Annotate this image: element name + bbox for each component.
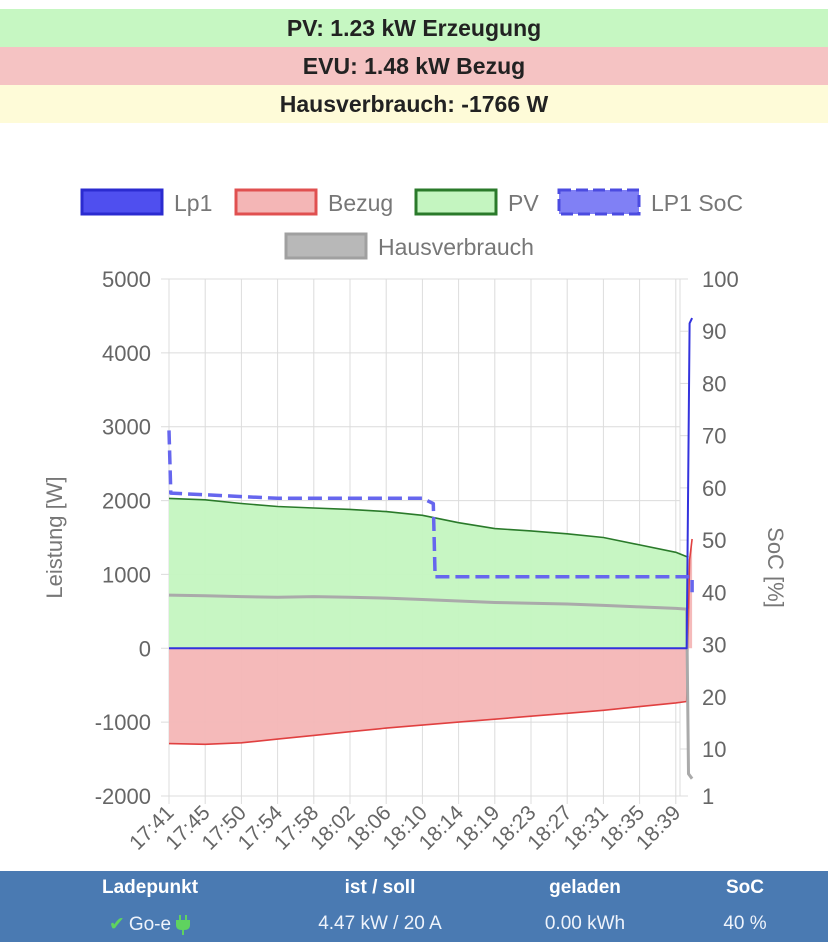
y2-tick-label: 40 — [702, 580, 726, 605]
legend-swatch-soc — [557, 188, 641, 216]
y-tick-label: 0 — [139, 636, 151, 661]
ladepunkt-name: Go-e — [128, 914, 172, 935]
charge-point-footer: Ladepunkt ist / soll geladen SoC ✔ Go-e 4… — [0, 871, 828, 942]
y2-axis-title: SoC [%] — [763, 527, 788, 608]
legend-label-bezug: Bezug — [328, 190, 393, 216]
y2-tick-label: 30 — [702, 633, 726, 658]
y-tick-label: 1000 — [102, 562, 151, 587]
geladen-value: 0.00 kWh — [544, 913, 626, 934]
header-soc: SoC — [726, 877, 764, 898]
ist-soll-value: 4.47 kW / 20 A — [318, 913, 442, 934]
series-line-lp1 — [169, 317, 694, 650]
pv-summary-text: PV: 1.23 kW Erzeugung — [286, 14, 542, 41]
house-summary-bar: Hausverbrauch: -1766 W — [0, 85, 828, 123]
legend-label-lp1: Lp1 — [174, 190, 212, 216]
legend-swatch-bezug — [234, 188, 318, 216]
y-axis-title: Leistung [W] — [42, 476, 67, 598]
y-tick-label: 5000 — [102, 267, 151, 292]
y-tick-label: 2000 — [102, 489, 151, 514]
y2-tick-label: 10 — [702, 737, 726, 762]
ladepunkt-cell[interactable]: ✔ Go-e — [60, 913, 240, 936]
legend-swatch-pv — [414, 188, 498, 216]
check-icon: ✔ — [108, 914, 125, 935]
evu-summary-bar: EVU: 1.48 kW Bezug — [0, 47, 828, 85]
legend-label-soc: LP1 SoC — [651, 190, 743, 216]
y-tick-label: 3000 — [102, 415, 151, 440]
y-tick-label: -1000 — [95, 710, 151, 735]
series-area-bezug — [169, 539, 693, 745]
legend-label-haus: Hausverbrauch — [378, 234, 534, 260]
soc-value: 40 % — [723, 913, 767, 934]
series-line-lp1-soc — [167, 430, 694, 593]
y2-tick-label: 20 — [702, 685, 726, 710]
y2-tick-label: 50 — [702, 528, 726, 553]
series-area-pv — [169, 498, 689, 649]
header-ist-soll: ist / soll — [344, 877, 416, 898]
series-line-hausverbrauch — [168, 593, 694, 780]
y2-tick-label: 1 — [702, 784, 714, 809]
plug-icon — [176, 914, 191, 935]
header-ladepunkt: Ladepunkt — [101, 877, 199, 898]
y-tick-label: 4000 — [102, 341, 151, 366]
evu-summary-text: EVU: 1.48 kW Bezug — [302, 52, 526, 79]
y2-tick-label: 80 — [702, 371, 726, 396]
y2-tick-label: 90 — [702, 319, 726, 344]
y2-tick-label: 100 — [702, 267, 739, 292]
legend-label-pv: PV — [508, 190, 539, 216]
pv-summary-bar: PV: 1.23 kW Erzeugung — [0, 9, 828, 47]
y2-tick-label: 60 — [702, 476, 726, 501]
house-summary-text: Hausverbrauch: -1766 W — [279, 90, 549, 117]
series-line-bezug — [168, 538, 693, 746]
series-line-pv — [168, 497, 689, 559]
header-geladen: geladen — [549, 877, 621, 898]
power-chart: 500040003000200010000-1000-200017:4117:4… — [42, 188, 788, 855]
y2-tick-label: 70 — [702, 424, 726, 449]
legend-swatch-haus — [284, 232, 368, 260]
y-tick-label: -2000 — [95, 784, 151, 809]
legend-swatch-lp1 — [80, 188, 164, 216]
